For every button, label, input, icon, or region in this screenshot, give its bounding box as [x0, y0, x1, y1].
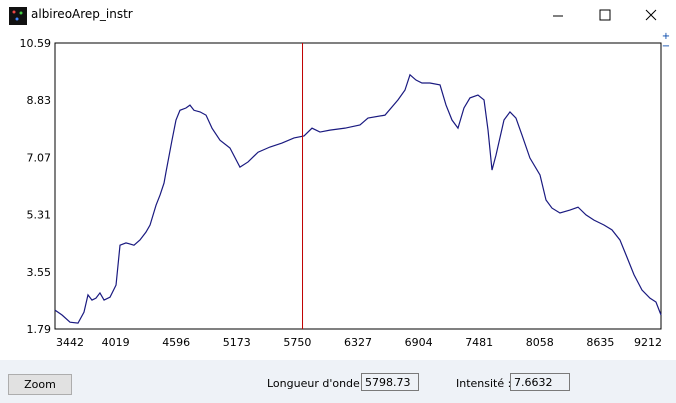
y-tick-label: 3.55: [27, 266, 52, 279]
zoom-out[interactable]: −: [662, 41, 670, 52]
x-tick-label: 3442: [56, 336, 84, 349]
x-tick-label: 6904: [405, 336, 433, 349]
plot-area: [54, 42, 662, 330]
close[interactable]: [645, 9, 657, 21]
maximize[interactable]: [599, 9, 611, 21]
x-tick-label: 8635: [586, 336, 614, 349]
x-tick-label: 6327: [344, 336, 372, 349]
x-tick-label: 5750: [283, 336, 311, 349]
app-icon: [9, 7, 27, 25]
x-tick-label: 5173: [223, 336, 251, 349]
y-tick-label: 10.59: [20, 37, 52, 50]
x-tick-label: 9212: [634, 336, 662, 349]
y-tick-label: 5.31: [27, 209, 52, 222]
window-title: albireoArep_instr: [31, 7, 133, 21]
y-tick-label: 8.83: [27, 94, 52, 107]
intensity-field: 7.6632: [510, 373, 570, 391]
wavelength-field: 5798.73: [361, 373, 419, 391]
status-bar: Zoom Longueur d'onde : 5798.73 Intensité…: [0, 360, 676, 403]
x-tick-label: 8058: [526, 336, 554, 349]
chart: + − 1.79 3.55 5.31 7.07 8.83 10.59 3442 4019 459…: [20, 31, 671, 349]
window-controls[interactable]: [526, 0, 676, 31]
x-tick-label: 4596: [162, 336, 190, 349]
y-tick-label: 1.79: [27, 323, 52, 336]
y-tick-label: 7.07: [27, 151, 52, 164]
spectrum-line: [54, 73, 662, 324]
intensity-label: Intensité :: [456, 377, 512, 390]
x-tick-label: 7481: [465, 336, 493, 349]
zoom-in[interactable]: +: [662, 31, 670, 42]
wavelength-label: Longueur d'onde :: [267, 377, 368, 390]
zoom-button[interactable]: Zoom: [8, 374, 72, 395]
x-tick-label: 4019: [102, 336, 130, 349]
title-bar: albireoArep_instr: [0, 0, 676, 31]
